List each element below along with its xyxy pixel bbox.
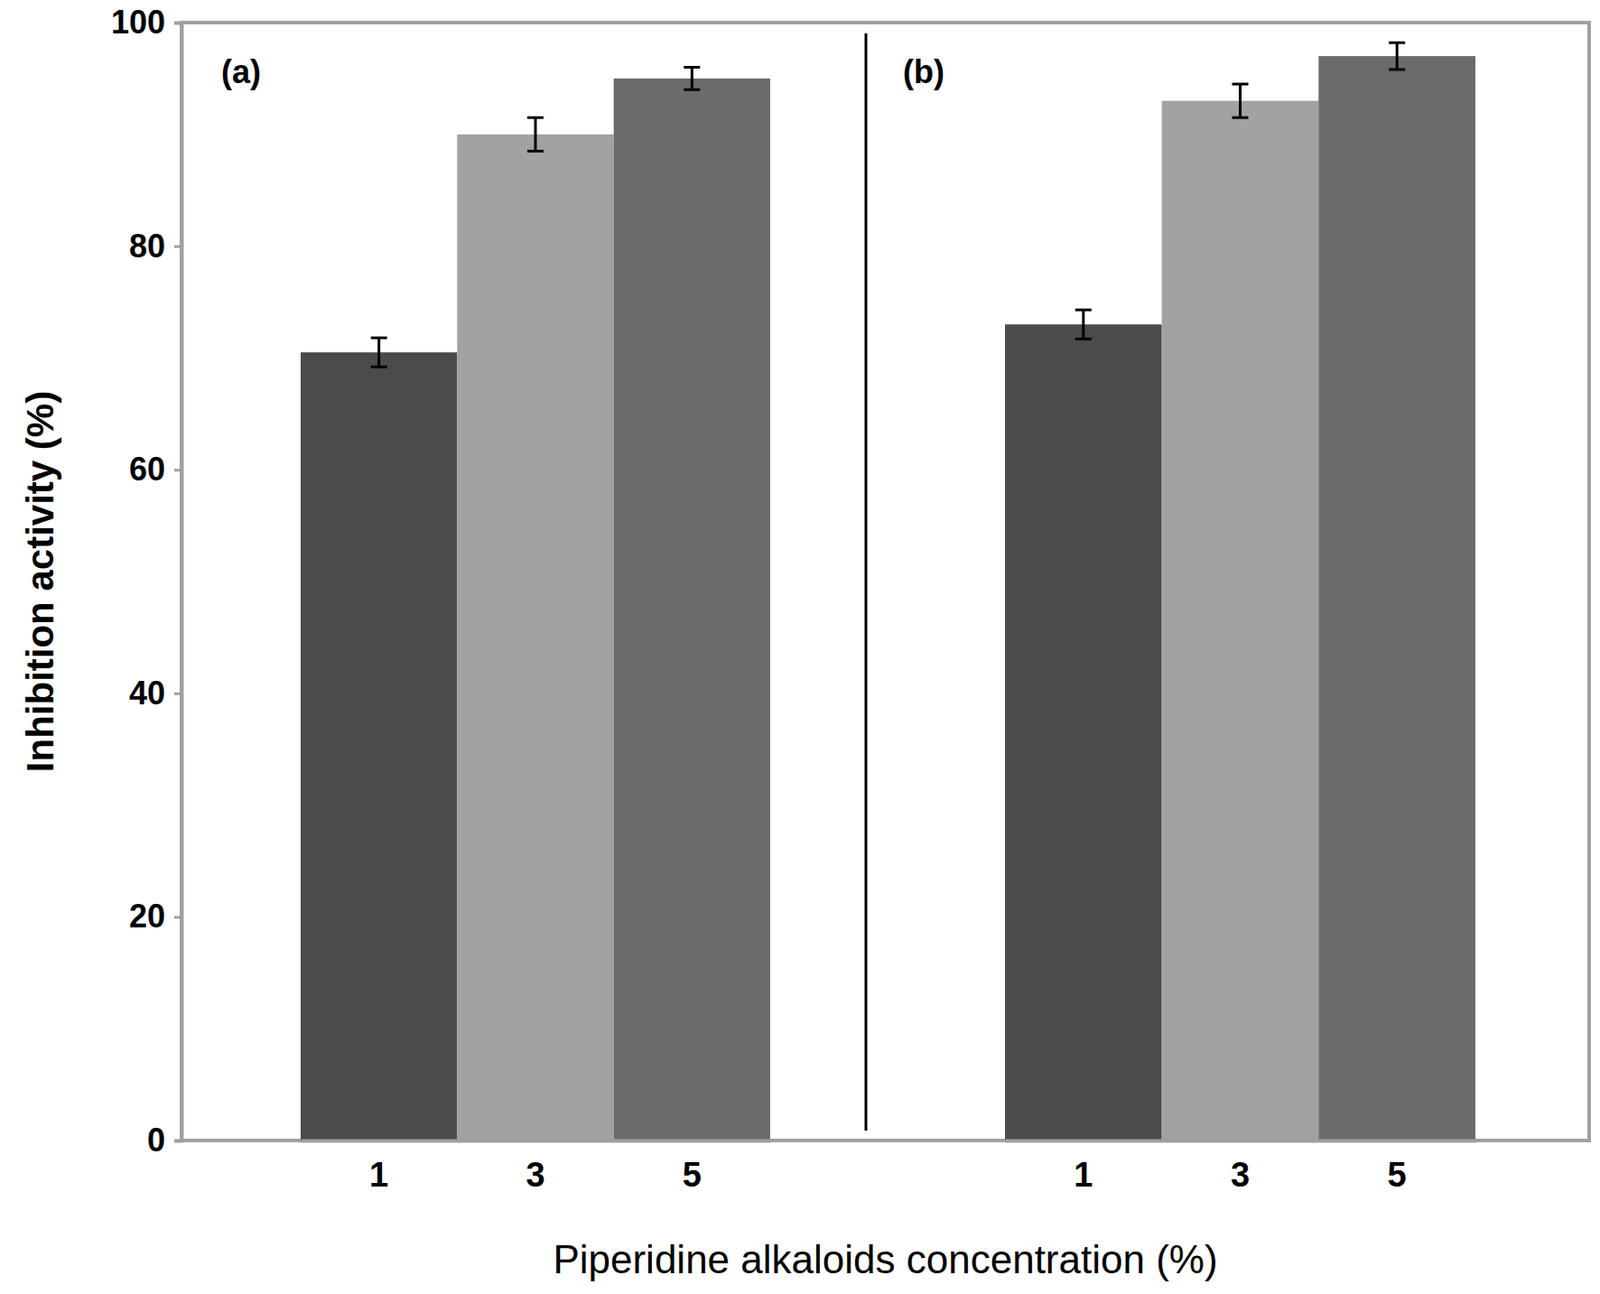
y-tick: 20 — [129, 897, 182, 935]
y-tick-label: 0 — [147, 1121, 166, 1159]
error-bar-stem — [1081, 309, 1085, 339]
y-tick-mark — [174, 1139, 182, 1143]
y-tick-label: 20 — [129, 897, 166, 935]
error-bar — [527, 117, 544, 151]
y-axis: 0 20 40 60 80 100 — [111, 3, 183, 1159]
y-tick: 60 — [129, 450, 182, 488]
x-tick-label: 3 — [525, 1155, 545, 1194]
y-tick: 0 — [147, 1121, 182, 1159]
bars-panel — [300, 67, 771, 1141]
x-tick: 5 — [1387, 1140, 1407, 1194]
x-tick-label: 1 — [1073, 1155, 1093, 1194]
error-bar-cap — [1388, 41, 1405, 45]
x-tick: 5 — [682, 1140, 702, 1194]
error-bar-cap — [371, 365, 388, 369]
bar — [613, 78, 771, 1141]
y-axis-title: Inhibition activity (%) — [18, 390, 62, 773]
background — [0, 0, 1600, 1294]
x-tick: 1 — [369, 1140, 389, 1194]
error-bar-stem — [377, 337, 381, 367]
x-tick: 3 — [525, 1140, 545, 1194]
y-tick-label: 80 — [129, 227, 166, 265]
error-bar-stem — [1395, 42, 1399, 70]
y-tick-mark — [174, 468, 182, 472]
error-bar-stem — [534, 117, 538, 151]
error-bar-cap — [683, 88, 700, 92]
x-tick: 1 — [1073, 1140, 1093, 1194]
x-axis: 1 3 5 — [1005, 1140, 1477, 1194]
y-tick-label: 100 — [111, 3, 166, 41]
x-axis-line — [301, 1139, 772, 1144]
error-bar-cap — [1232, 116, 1249, 120]
x-tick-label: 5 — [682, 1155, 702, 1194]
error-bar-cap — [1388, 67, 1405, 71]
y-tick-mark — [174, 915, 182, 919]
error-bar-stem — [690, 67, 694, 91]
y-tick-mark — [174, 21, 182, 25]
error-bar-cap — [527, 116, 544, 120]
panel-title: (b) — [902, 53, 945, 91]
error-bar-cap — [1075, 308, 1092, 312]
y-tick-label: 40 — [129, 674, 166, 712]
bar — [456, 134, 614, 1141]
x-tick-label: 1 — [369, 1155, 389, 1194]
y-tick-mark — [174, 245, 182, 249]
x-axis: 1 3 5 — [301, 1140, 772, 1194]
x-tick-label: 3 — [1230, 1155, 1250, 1194]
panel-divider — [865, 33, 868, 1131]
error-bar — [1388, 42, 1405, 70]
error-bar — [1232, 83, 1249, 118]
plot-frame — [181, 22, 1590, 1141]
x-axis-title: Piperidine alkaloids concentration (%) — [552, 1237, 1218, 1282]
bar — [1004, 324, 1163, 1141]
y-tick-mark — [174, 692, 182, 696]
x-tick-label: 5 — [1387, 1155, 1407, 1194]
bar — [1162, 101, 1320, 1141]
error-bar — [1075, 309, 1092, 339]
error-bar-cap — [371, 336, 388, 340]
y-tick-label: 60 — [129, 450, 166, 488]
error-bar — [371, 337, 388, 367]
error-bar-cap — [683, 65, 700, 69]
bars-panel — [1004, 42, 1476, 1141]
bar — [1318, 55, 1476, 1141]
y-tick: 100 — [111, 3, 182, 41]
error-bar-cap — [1075, 337, 1092, 341]
panel-title: (a) — [221, 53, 261, 91]
x-axis-line — [1005, 1139, 1477, 1144]
y-axis-line — [174, 23, 183, 1142]
bar — [300, 352, 457, 1141]
y-tick: 40 — [129, 674, 182, 712]
y-tick: 80 — [129, 227, 182, 265]
error-bar-cap — [527, 149, 544, 153]
error-bar — [683, 67, 700, 91]
x-tick: 3 — [1230, 1140, 1250, 1194]
error-bar-stem — [1238, 83, 1242, 118]
error-bar-cap — [1232, 83, 1249, 86]
